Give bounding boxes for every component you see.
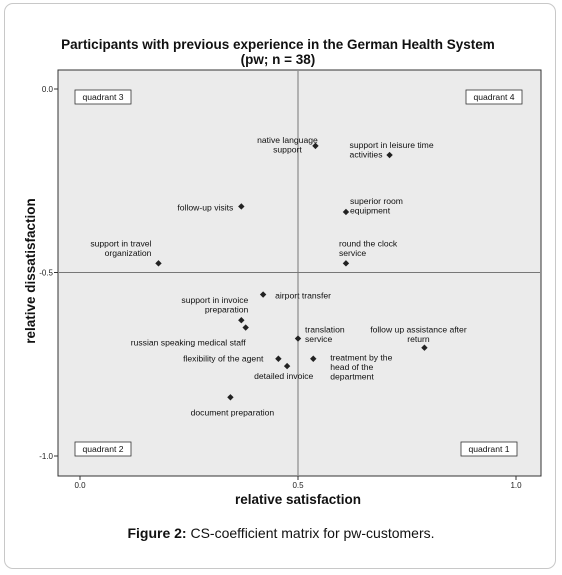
- point-label: airport transfer: [275, 291, 331, 301]
- data-point: [275, 355, 282, 362]
- chart-subtitle: (pw; n = 38): [241, 52, 316, 67]
- point-label-line: treatment by the: [330, 353, 392, 363]
- point-label-line: return: [407, 334, 430, 344]
- cs-coefficient-chart: Participants with previous experience in…: [23, 37, 542, 507]
- chart-title: Participants with previous experience in…: [61, 37, 495, 52]
- data-point: [294, 335, 302, 342]
- y-tick-label: -1.0: [39, 452, 53, 461]
- data-point: [421, 344, 428, 351]
- point-label-line: airport transfer: [275, 291, 331, 301]
- data-point: [238, 317, 245, 324]
- data-point: [386, 151, 393, 159]
- point-label-line: organization: [105, 248, 152, 258]
- point-label: translation service: [305, 325, 345, 345]
- point-label-line: translation: [305, 325, 345, 335]
- data-point: [312, 142, 319, 150]
- x-axis-label: relative satisfaction: [235, 492, 361, 507]
- point-label-line: russian speaking medical staff: [131, 338, 247, 348]
- quadrant-label: quadrant 4: [473, 92, 514, 102]
- y-tick-label: 0.0: [42, 85, 54, 94]
- data-point: [242, 324, 249, 331]
- data-point: [342, 260, 350, 267]
- point-label-line: superior room: [350, 196, 403, 206]
- x-tick-label: 0.5: [292, 481, 304, 490]
- point-label: native language support: [257, 135, 318, 155]
- point-label: support in invoice preparation: [181, 295, 248, 315]
- quadrant-label: quadrant 2: [82, 444, 123, 454]
- quadrant-labels: quadrant 3 quadrant 4 quadrant 2 quadrant 1: [74, 89, 523, 457]
- x-tick-label: 1.0: [510, 481, 522, 490]
- point-label: follow up assistance after return: [370, 325, 467, 345]
- quadrant-box: [460, 441, 518, 457]
- point-label: support in leisure time activities: [350, 140, 434, 160]
- data-point: [310, 355, 317, 362]
- figure-caption: Figure 2: CS-coefficient matrix for pw-c…: [0, 525, 562, 541]
- point-label-line: document preparation: [191, 407, 275, 417]
- point-label: treatment by the head of the department: [330, 353, 392, 382]
- y-tick-label: -0.5: [39, 269, 53, 278]
- x-tick-label: 0.0: [74, 481, 86, 490]
- quadrant-box: [74, 89, 132, 105]
- data-point: [227, 394, 234, 401]
- axis-ticks: 0.0 0.5 1.0 0.0 -0.5 -1.0: [39, 85, 522, 490]
- quadrant-box: [465, 89, 523, 105]
- point-label-line: support: [273, 144, 302, 154]
- data-point: [283, 362, 291, 370]
- point-label-line: follow up assistance after: [370, 325, 467, 335]
- point-label-line: equipment: [350, 205, 391, 215]
- point-label-line: support in invoice: [181, 295, 248, 305]
- data-point: [238, 203, 245, 210]
- point-label-line: service: [339, 248, 366, 258]
- point-label: round the clock service: [339, 238, 398, 258]
- point-label-line: support in travel: [90, 238, 151, 248]
- point-label-line: activities: [350, 150, 383, 160]
- point-label-line: follow-up visits: [177, 202, 233, 212]
- quadrant-box: [74, 441, 132, 457]
- caption-label: Figure 2:: [127, 525, 187, 541]
- point-label: support in travel organization: [90, 238, 151, 258]
- point-label-line: support in leisure time: [350, 140, 434, 150]
- quadrant-label: quadrant 3: [82, 92, 123, 102]
- point-label-line: service: [305, 334, 332, 344]
- point-label: document preparation: [191, 407, 275, 417]
- y-axis-label: relative dissatisfaction: [23, 198, 38, 344]
- data-points: [155, 142, 428, 401]
- point-label-line: head of the: [330, 362, 373, 372]
- data-point: [155, 260, 162, 267]
- point-label-line: preparation: [205, 305, 249, 315]
- point-label: flexibility of the agent: [183, 354, 264, 364]
- point-labels: native language support support in leisure…: [90, 135, 466, 417]
- point-label: follow-up visits: [177, 202, 233, 212]
- point-label-line: round the clock: [339, 238, 398, 248]
- quadrant-label: quadrant 1: [468, 444, 509, 454]
- point-label: superior room equipment: [350, 196, 403, 216]
- point-label-line: native language: [257, 135, 318, 145]
- data-point: [342, 208, 350, 216]
- reference-lines: [59, 71, 540, 475]
- caption-text: CS-coefficient matrix for pw-customers.: [190, 525, 435, 541]
- point-label-line: flexibility of the agent: [183, 354, 264, 364]
- point-label-line: detailed invoice: [254, 371, 313, 381]
- data-point: [259, 291, 267, 298]
- point-label-line: department: [330, 372, 374, 382]
- point-label: russian speaking medical staff: [131, 338, 247, 348]
- point-label: detailed invoice: [254, 371, 313, 381]
